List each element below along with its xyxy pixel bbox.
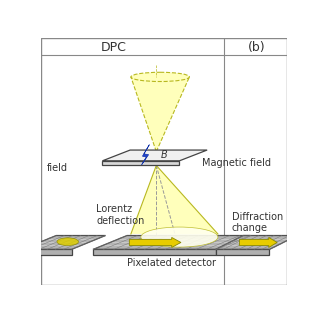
Polygon shape	[131, 165, 218, 234]
Ellipse shape	[141, 227, 218, 247]
Polygon shape	[93, 236, 250, 249]
Text: Diffraction
change: Diffraction change	[232, 212, 283, 233]
FancyArrow shape	[239, 237, 277, 247]
Text: Lorentz
deflection: Lorentz deflection	[96, 204, 145, 226]
Text: B: B	[161, 150, 168, 160]
Polygon shape	[102, 150, 207, 161]
Polygon shape	[93, 249, 216, 255]
FancyArrow shape	[129, 237, 181, 247]
Text: Pixelated detector: Pixelated detector	[127, 258, 216, 268]
FancyBboxPatch shape	[41, 38, 287, 285]
Text: DPC: DPC	[101, 41, 127, 54]
Polygon shape	[131, 77, 189, 152]
Polygon shape	[216, 236, 297, 249]
Polygon shape	[102, 161, 180, 165]
Polygon shape	[22, 236, 106, 249]
Polygon shape	[216, 249, 269, 255]
Polygon shape	[142, 145, 149, 165]
Text: field: field	[47, 163, 68, 173]
Polygon shape	[22, 249, 72, 255]
Ellipse shape	[57, 238, 78, 245]
Text: Magnetic field: Magnetic field	[203, 158, 271, 168]
Ellipse shape	[131, 72, 189, 82]
Text: (b): (b)	[248, 41, 265, 54]
